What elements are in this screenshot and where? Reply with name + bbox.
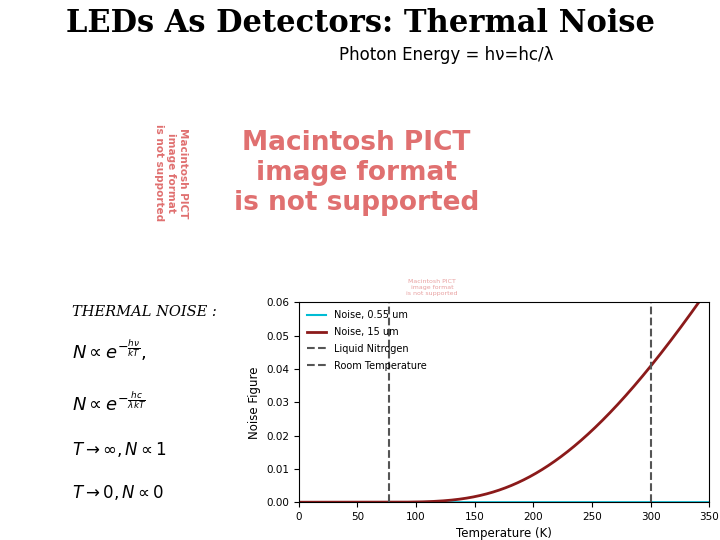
Text: $N \propto e^{-\frac{hc}{\lambda kT}}$: $N \propto e^{-\frac{hc}{\lambda kT}}$: [72, 392, 146, 415]
Noise, 15 um: [653, 355, 662, 361]
Legend: Noise, 0.55 um, Noise, 15 um, Liquid Nitrogen, Room Temperature: Noise, 0.55 um, Noise, 15 um, Liquid Nit…: [304, 307, 429, 374]
Text: Photon Energy = hν=hc/λ: Photon Energy = hν=hc/λ: [339, 46, 554, 64]
Text: $N \propto e^{-\frac{h\nu}{kT}},$: $N \propto e^{-\frac{h\nu}{kT}},$: [72, 338, 146, 363]
Noise, 15 um: [296, 499, 305, 505]
Noise, 0.55 um: [366, 499, 375, 505]
Noise, 0.55 um: [470, 499, 479, 505]
Noise, 0.55 um: [705, 499, 714, 505]
Noise, 15 um: [697, 296, 706, 302]
Noise, 15 um: [705, 284, 714, 291]
Text: THERMAL NOISE :: THERMAL NOISE :: [72, 305, 217, 319]
Y-axis label: Noise Figure: Noise Figure: [248, 366, 261, 438]
Noise, 15 um: [453, 496, 462, 503]
Noise, 0.55 um: [296, 499, 305, 505]
Text: Macintosh PICT
image format
is not supported: Macintosh PICT image format is not suppo…: [234, 130, 479, 216]
Text: $T \rightarrow 0, N \propto 0$: $T \rightarrow 0, N \propto 0$: [72, 483, 164, 502]
Noise, 0.55 um: [453, 499, 462, 505]
Text: $T \rightarrow \infty, N \propto 1$: $T \rightarrow \infty, N \propto 1$: [72, 440, 167, 459]
Noise, 15 um: [342, 499, 351, 505]
Noise, 15 um: [470, 494, 479, 500]
X-axis label: Temperature (K): Temperature (K): [456, 528, 552, 540]
Text: Macintosh PICT
image format
is not supported: Macintosh PICT image format is not suppo…: [406, 279, 458, 296]
Noise, 0.55 um: [342, 499, 351, 505]
Noise, 0.55 um: [697, 499, 706, 505]
Text: LEDs As Detectors: Thermal Noise: LEDs As Detectors: Thermal Noise: [66, 8, 654, 39]
Noise, 15 um: [366, 499, 375, 505]
Text: Macintosh PICT
image format
is not supported: Macintosh PICT image format is not suppo…: [154, 124, 188, 221]
Noise, 0.55 um: [653, 499, 662, 505]
Line: Noise, 15 um: Noise, 15 um: [300, 287, 709, 502]
